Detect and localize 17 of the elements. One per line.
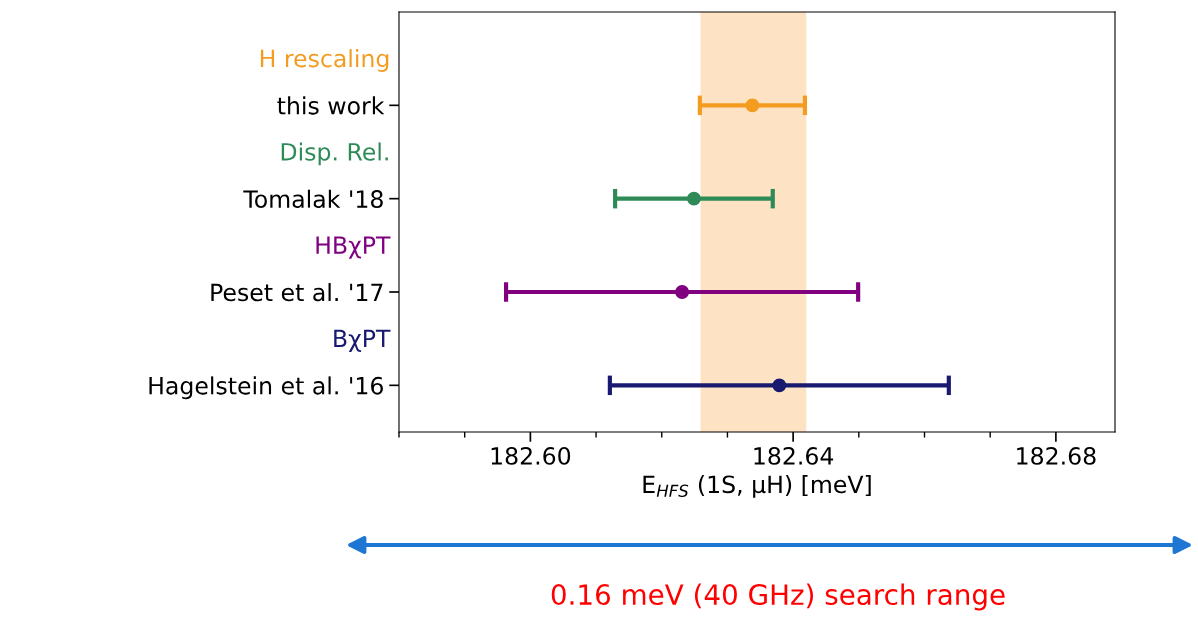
text: 0.16 meV (40 GHz) search range (551, 583, 1005, 611)
x-tick-label: 182.64 (754, 447, 834, 465)
y-tick-label: Peset et al. '17 (211, 283, 383, 302)
point (675, 285, 690, 299)
point (772, 378, 787, 393)
x-axis-title: E$_{HFS}$ (1S, μH) [meV] (643, 474, 871, 498)
x-tick-label: 182.68 (1017, 447, 1096, 465)
y-tick-label: Tomalak '18 (243, 189, 383, 208)
text: BχPT (334, 329, 391, 352)
text: HBχPT (316, 236, 391, 259)
x-tick-label: 182.60 (491, 447, 571, 465)
point (745, 98, 760, 113)
text: H rescaling (260, 49, 389, 72)
text: Disp. Rel. (281, 142, 388, 166)
y-tick-label: this work (277, 96, 385, 115)
y-tick-label: Hagelstein et al. '16 (149, 376, 383, 400)
point (686, 191, 701, 206)
